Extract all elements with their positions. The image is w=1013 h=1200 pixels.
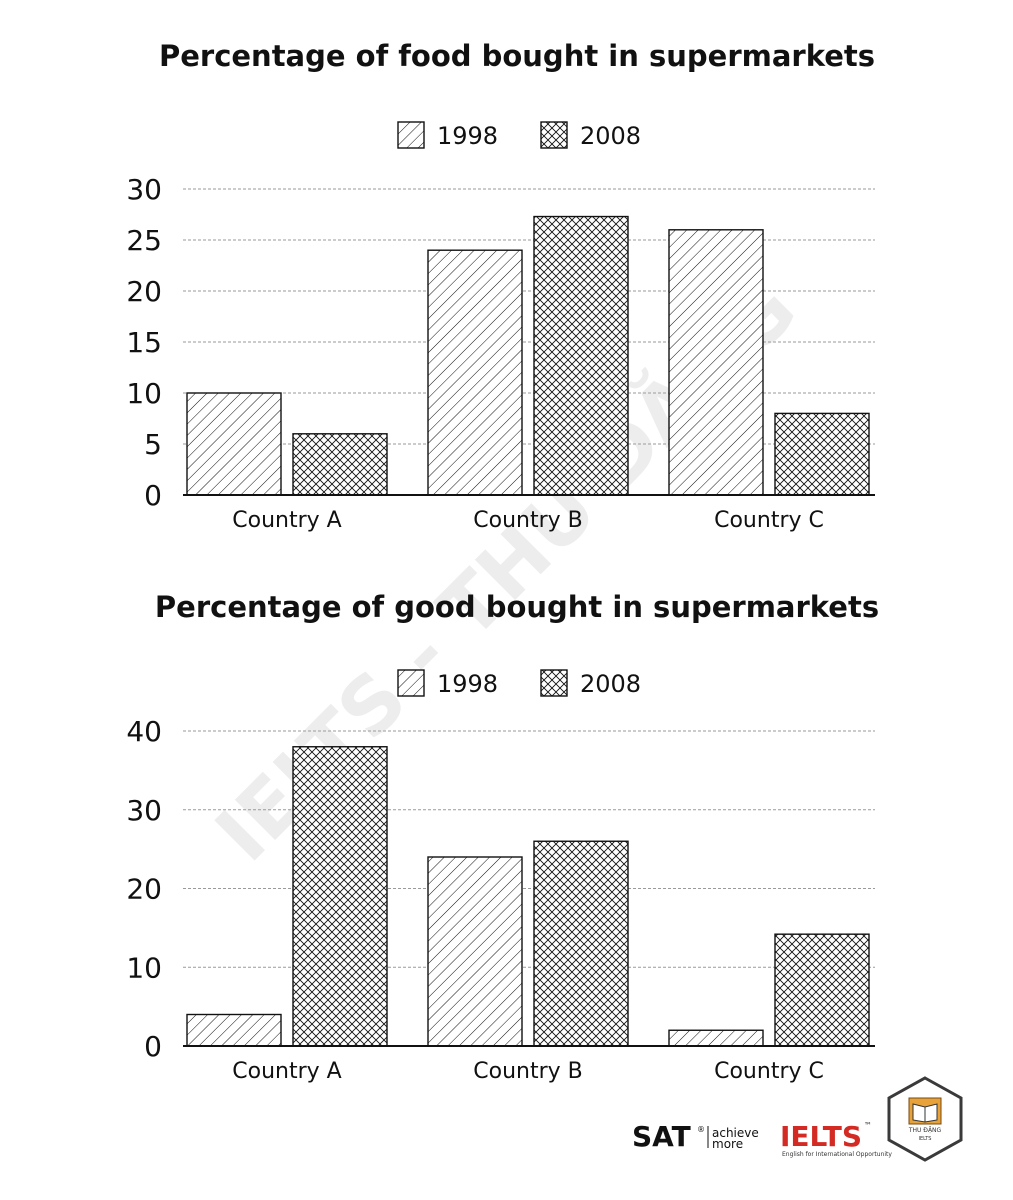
bar-country-b-1998	[427, 249, 523, 496]
bar-country-b-2008	[533, 215, 629, 496]
legend-swatch-2008	[540, 121, 568, 149]
bar-country-c-1998	[668, 229, 764, 496]
badge-name: THU ĐẶNG	[908, 1127, 942, 1134]
y-tick-label: 10	[126, 377, 162, 410]
y-tick-label: 20	[126, 275, 162, 308]
sat-registered-mark: ®	[697, 1125, 705, 1134]
badge-sub: IELTS	[919, 1136, 932, 1142]
bar-country-c-2008	[774, 412, 870, 496]
y-tick-label: 0	[144, 479, 162, 512]
y-tick-label: 10	[126, 951, 162, 984]
y-tick-label: 40	[126, 715, 162, 748]
x-category-label: Country C	[714, 508, 824, 533]
legend-swatch-2008	[540, 669, 568, 697]
bar-country-a-2008	[292, 433, 388, 496]
y-tick-label: 30	[126, 794, 162, 827]
y-tick-label: 0	[144, 1030, 162, 1063]
y-tick-label: 30	[126, 173, 162, 206]
legend-label-1998: 1998	[437, 122, 498, 150]
chart-title: Percentage of good bought in supermarket…	[155, 590, 879, 624]
chart-title: Percentage of food bought in supermarket…	[159, 39, 875, 73]
thu-dang-badge: THU ĐẶNG IELTS	[887, 1076, 963, 1162]
goods-chart: Percentage of good bought in supermarket…	[126, 590, 879, 1084]
y-tick-label: 5	[144, 428, 162, 461]
legend-label-1998: 1998	[437, 670, 498, 698]
sat-logo: SAT ® achieve more	[632, 1120, 759, 1153]
ielts-logo: IELTS ™ English for International Opport…	[780, 1120, 892, 1158]
legend-label-2008: 2008	[580, 670, 641, 698]
y-tick-label: 25	[126, 224, 162, 257]
bar-country-b-2008	[533, 840, 629, 1047]
bar-country-c-2008	[774, 933, 870, 1047]
bar-country-a-2008	[292, 746, 388, 1047]
bar-country-c-1998	[668, 1029, 764, 1047]
legend-label-2008: 2008	[580, 122, 641, 150]
x-category-label: Country B	[473, 508, 582, 533]
ielts-logo-text: IELTS	[780, 1120, 862, 1153]
y-tick-label: 20	[126, 873, 162, 906]
bar-country-b-1998	[427, 856, 523, 1047]
legend-swatch-1998	[397, 669, 425, 697]
sat-tagline-1: achieve	[712, 1126, 759, 1140]
x-category-label: Country B	[473, 1059, 582, 1084]
x-category-label: Country A	[232, 508, 341, 533]
bar-country-a-1998	[186, 1013, 282, 1047]
x-category-label: Country A	[232, 1059, 341, 1084]
ielts-tagline: English for International Opportunity	[782, 1151, 892, 1158]
bar-country-a-1998	[186, 392, 282, 496]
y-tick-label: 15	[126, 326, 162, 359]
x-category-label: Country C	[714, 1059, 824, 1084]
ielts-tm-mark: ™	[864, 1121, 872, 1130]
food-chart: Percentage of food bought in supermarket…	[126, 39, 875, 533]
legend-swatch-1998	[397, 121, 425, 149]
sat-logo-text: SAT	[632, 1120, 691, 1153]
sat-tagline-2: more	[712, 1137, 743, 1151]
